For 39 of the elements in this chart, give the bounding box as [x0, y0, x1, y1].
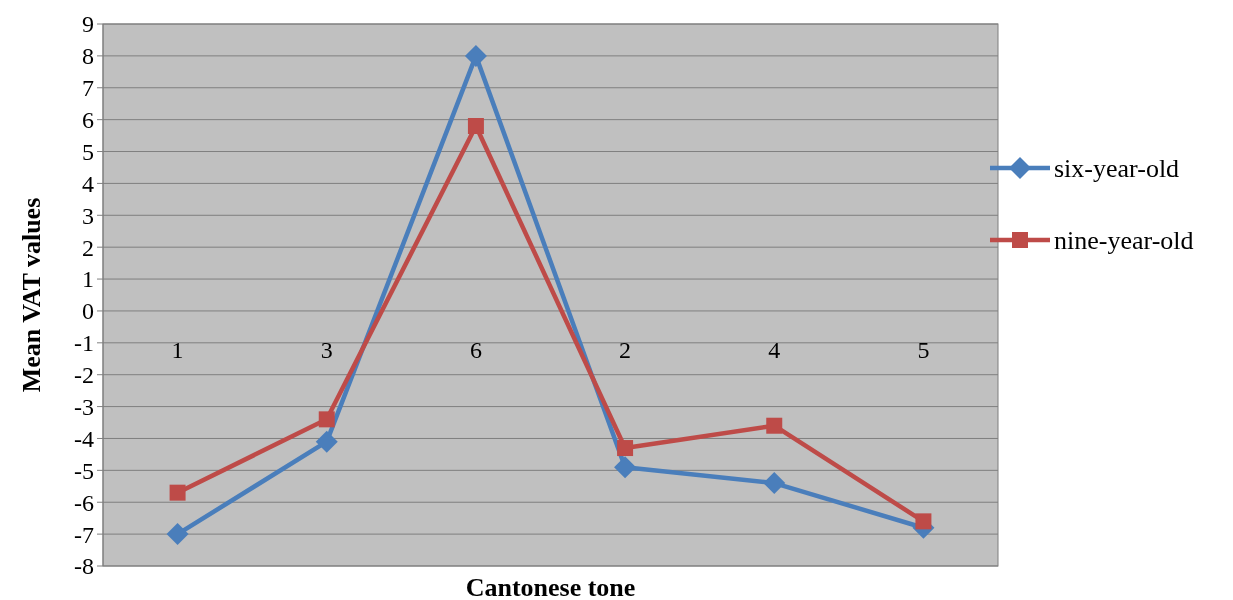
point	[318, 411, 335, 428]
x-tick-label: 2	[619, 336, 632, 363]
x-axis-title: Cantonese tone	[465, 573, 636, 600]
y-tick-label: 3	[82, 202, 94, 229]
point	[166, 523, 189, 546]
point	[467, 118, 484, 135]
x-tick-label: 4	[768, 336, 781, 363]
point	[915, 513, 932, 530]
y-tick-label: -4	[74, 425, 94, 452]
y-axis-title: Mean VAT values	[17, 197, 46, 393]
point	[766, 417, 783, 434]
y-tick-label: 8	[82, 43, 94, 70]
point	[617, 440, 634, 457]
legend-label: nine-year-old	[1054, 226, 1194, 256]
x-tick-label: 3	[320, 336, 333, 363]
y-tick-label: 5	[82, 138, 94, 165]
y-tick-label: -5	[74, 457, 94, 484]
y-tick-label: -6	[74, 489, 94, 516]
y-tick-label: -8	[74, 553, 94, 580]
x-tick-label: 5	[917, 336, 930, 363]
y-tick-label: 7	[82, 75, 94, 102]
y-tick-label: 0	[82, 298, 94, 325]
point	[169, 484, 186, 501]
point	[763, 472, 786, 495]
point	[315, 430, 338, 453]
y-tick-label: -1	[74, 330, 94, 357]
point	[464, 44, 487, 67]
y-tick-label: 2	[82, 234, 94, 261]
y-tick-label: 1	[82, 266, 94, 293]
x-tick-label: 1	[171, 336, 184, 363]
y-tick-label: 6	[82, 107, 94, 134]
legend-label: six-year-old	[1054, 154, 1180, 184]
y-tick-label: -2	[74, 362, 94, 389]
point	[614, 456, 637, 479]
y-tick-label: 9	[82, 11, 94, 38]
y-tick-label: -3	[74, 393, 94, 420]
x-tick-label: 6	[469, 336, 482, 363]
y-tick-label: -7	[74, 521, 94, 548]
y-tick-label: 4	[82, 170, 94, 197]
